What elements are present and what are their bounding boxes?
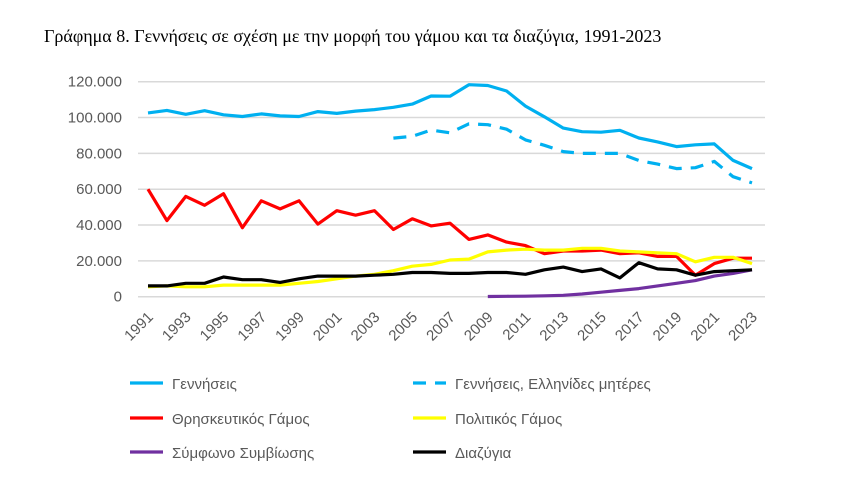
x-tick-label: 2007: [423, 309, 459, 345]
series-line-3: [147, 246, 753, 289]
y-tick-label: 60.000: [76, 181, 122, 198]
series-line-2: [146, 188, 752, 277]
x-tick-label: 2015: [574, 309, 610, 345]
legend-label: Γεννήσεις: [172, 376, 237, 393]
y-tick-label: 20.000: [76, 253, 122, 270]
y-tick-label: 100.000: [68, 110, 122, 127]
legend-label: Σύμφωνο Συμβίωσης: [172, 445, 314, 462]
series-line-0: [147, 83, 753, 171]
x-tick-label: 2017: [612, 309, 648, 345]
y-tick-label: 0: [114, 289, 122, 306]
y-tick-label: 40.000: [76, 217, 122, 234]
x-tick-label: 2023: [725, 309, 761, 345]
x-tick-label: 1993: [159, 309, 195, 345]
chart-title: Γράφημα 8. Γεννήσεις σε σχέση με την μορ…: [44, 26, 662, 46]
x-tick-label: 2021: [687, 309, 723, 345]
y-tick-label: 120.000: [68, 74, 122, 91]
x-tick-label: 2001: [310, 309, 346, 345]
x-tick-label: 1997: [234, 309, 270, 345]
series-line-1: [393, 122, 753, 185]
x-tick-label: 1999: [272, 309, 308, 345]
x-tick-label: 2005: [385, 309, 421, 345]
y-tick-label: 80.000: [76, 145, 122, 162]
x-tick-label: 1991: [121, 309, 157, 345]
x-tick-label: 2003: [348, 309, 384, 345]
x-tick-label: 2011: [499, 309, 534, 344]
x-tick-label: 2019: [650, 309, 686, 345]
x-tick-label: 2013: [536, 309, 572, 345]
legend-label: Πολιτικός Γάμος: [455, 411, 562, 428]
series-line-4: [487, 268, 753, 299]
x-tick-label: 1995: [197, 309, 233, 345]
x-tick-label: 2009: [461, 309, 497, 345]
legend-label: Θρησκευτικός Γάμος: [172, 411, 310, 428]
legend-label: Γεννήσεις, Ελληνίδες μητέρες: [455, 376, 651, 393]
series-line-5: [148, 261, 753, 288]
legend-label: Διαζύγια: [455, 445, 512, 462]
